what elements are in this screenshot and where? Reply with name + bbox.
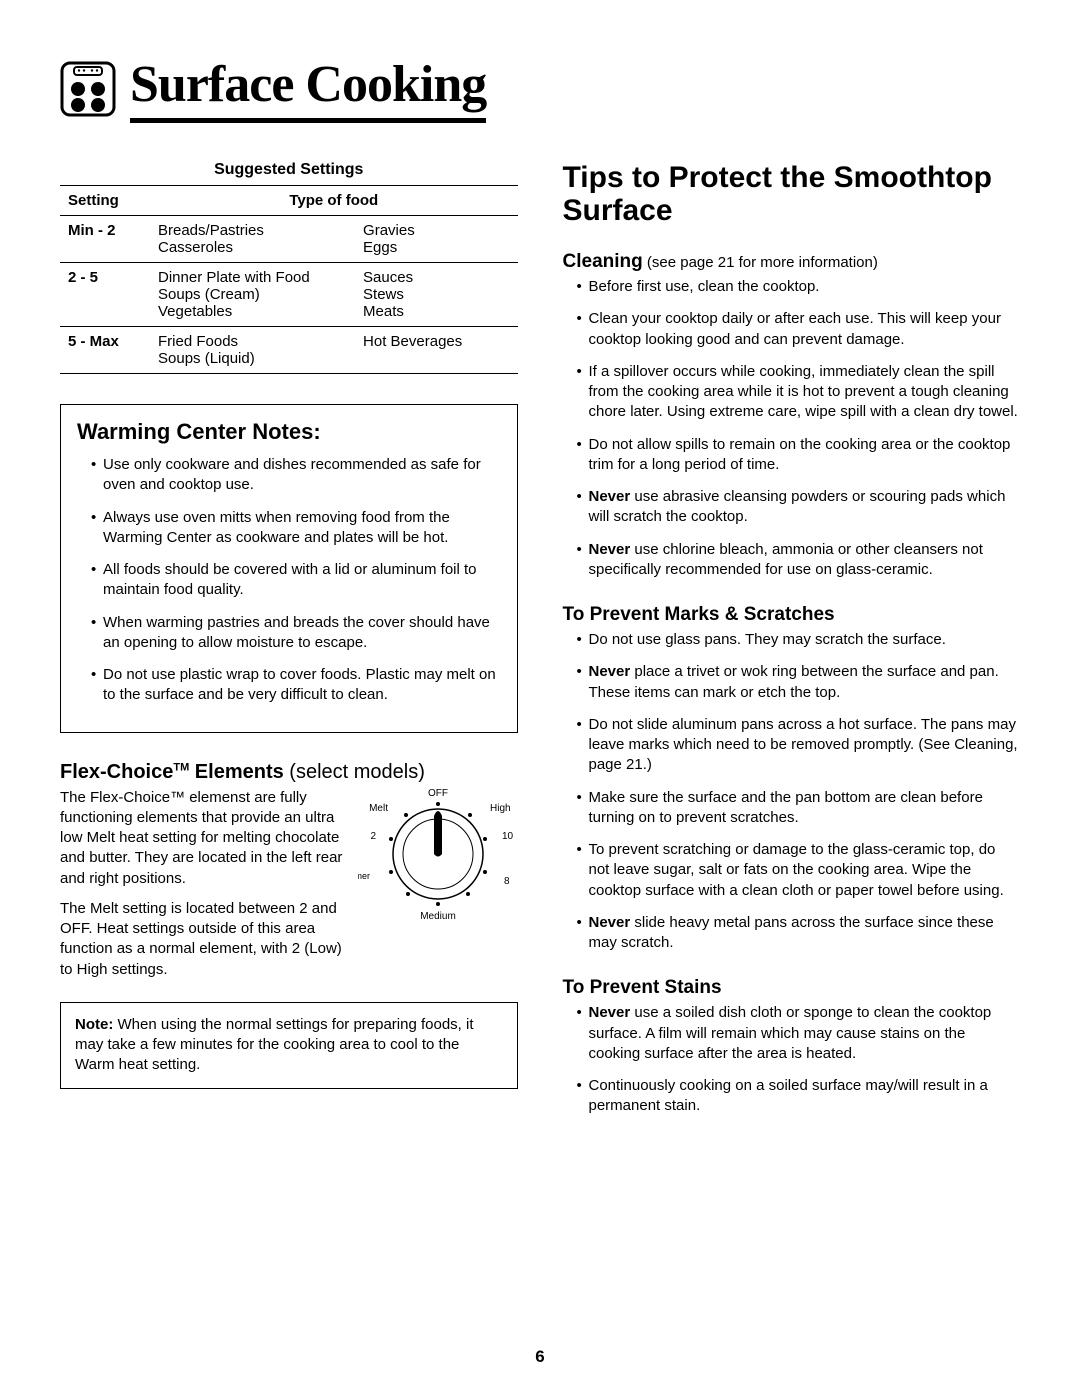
flex-heading-rest: Elements <box>189 761 283 783</box>
svg-text:2: 2 <box>370 831 376 842</box>
warming-list: Use only cookware and dishes recommended… <box>77 455 501 706</box>
cleaning-h-light: (see page 21 for more information) <box>643 254 878 271</box>
list-item: Do not use plastic wrap to cover foods. … <box>91 665 501 706</box>
svg-text:10: 10 <box>502 831 514 842</box>
list-item: Always use oven mitts when removing food… <box>91 508 501 549</box>
list-item: Continuously cooking on a soiled surface… <box>577 1076 1021 1117</box>
right-column: Tips to Protect the Smoothtop Surface Cl… <box>563 161 1021 1129</box>
cleaning-heading: Cleaning (see page 21 for more informati… <box>563 251 1021 273</box>
flex-para-1: The Flex-Choice™ elemenst are fully func… <box>60 788 343 889</box>
settings-table: Setting Type of food Min - 2Breads/Pastr… <box>60 185 518 374</box>
list-item: Never use abrasive cleansing powders or … <box>577 487 1021 528</box>
food-cell: Breads/Pastries CasserolesGravies Eggs <box>150 216 518 263</box>
list-item: When warming pastries and breads the cov… <box>91 613 501 654</box>
food-cell: Fried Foods Soups (Liquid)Hot Beverages <box>150 327 518 374</box>
svg-text:Medium: Medium <box>420 911 456 922</box>
food-cell: Dinner Plate with Food Soups (Cream) Veg… <box>150 263 518 327</box>
flex-heading-strong: Flex-Choice <box>60 761 173 783</box>
table-row: Min - 2Breads/Pastries CasserolesGravies… <box>60 216 518 263</box>
list-item: Before first use, clean the cooktop. <box>577 277 1021 297</box>
note-text: When using the normal settings for prepa… <box>75 1016 474 1074</box>
table-title: Suggested Settings <box>60 161 518 179</box>
flex-para-2: The Melt setting is located between 2 an… <box>60 899 343 980</box>
page-number: 6 <box>0 1347 1080 1367</box>
list-item: If a spillover occurs while cooking, imm… <box>577 362 1021 423</box>
cleaning-list: Before first use, clean the cooktop. Clea… <box>563 277 1021 580</box>
warming-notes-box: Warming Center Notes: Use only cookware … <box>60 404 518 733</box>
svg-text:Melt: Melt <box>369 803 388 814</box>
marks-heading: To Prevent Marks & Scratches <box>563 604 1021 626</box>
stains-heading: To Prevent Stains <box>563 977 1021 999</box>
page-title: Surface Cooking <box>130 55 486 123</box>
list-item: Use only cookware and dishes recommended… <box>91 455 501 496</box>
svg-text:8: 8 <box>504 876 510 887</box>
list-item: Never use chlorine bleach, ammonia or ot… <box>577 540 1021 581</box>
flex-heading-light: (select models) <box>284 761 425 783</box>
list-item: Do not use glass pans. They may scratch … <box>577 630 1021 650</box>
svg-text:Simmer: Simmer <box>358 871 370 881</box>
list-item: Make sure the surface and the pan bottom… <box>577 788 1021 829</box>
dial-diagram: OFF Melt High 2 10 Simmer 8 Medium <box>358 784 518 929</box>
tips-title: Tips to Protect the Smoothtop Surface <box>563 161 1021 227</box>
flex-heading: Flex-ChoiceTM Elements (select models) <box>60 761 518 784</box>
left-column: Suggested Settings Setting Type of food … <box>60 161 518 1129</box>
list-item: Clean your cooktop daily or after each u… <box>577 309 1021 350</box>
stains-list: Never use a soiled dish cloth or sponge … <box>563 1003 1021 1116</box>
table-row: 2 - 5Dinner Plate with Food Soups (Cream… <box>60 263 518 327</box>
flex-tm: TM <box>173 761 189 773</box>
list-item: Do not allow spills to remain on the coo… <box>577 435 1021 476</box>
marks-list: Do not use glass pans. They may scratch … <box>563 630 1021 953</box>
page-header: Surface Cooking <box>60 55 1020 123</box>
table-header-type: Type of food <box>150 186 518 216</box>
dial-off-label: OFF <box>428 788 448 799</box>
stove-icon <box>60 61 116 117</box>
table-header-setting: Setting <box>60 186 150 216</box>
list-item: Never place a trivet or wok ring between… <box>577 662 1021 703</box>
setting-cell: 2 - 5 <box>60 263 150 327</box>
list-item: Never use a soiled dish cloth or sponge … <box>577 1003 1021 1064</box>
cleaning-h-text: Cleaning <box>563 251 643 272</box>
table-row: 5 - MaxFried Foods Soups (Liquid)Hot Bev… <box>60 327 518 374</box>
warming-title: Warming Center Notes: <box>77 419 501 445</box>
svg-text:High: High <box>490 803 511 814</box>
list-item: All foods should be covered with a lid o… <box>91 560 501 601</box>
setting-cell: Min - 2 <box>60 216 150 263</box>
note-box: Note: When using the normal settings for… <box>60 1002 518 1089</box>
list-item: Never slide heavy metal pans across the … <box>577 913 1021 954</box>
note-label: Note: <box>75 1016 113 1033</box>
setting-cell: 5 - Max <box>60 327 150 374</box>
list-item: Do not slide aluminum pans across a hot … <box>577 715 1021 776</box>
list-item: To prevent scratching or damage to the g… <box>577 840 1021 901</box>
